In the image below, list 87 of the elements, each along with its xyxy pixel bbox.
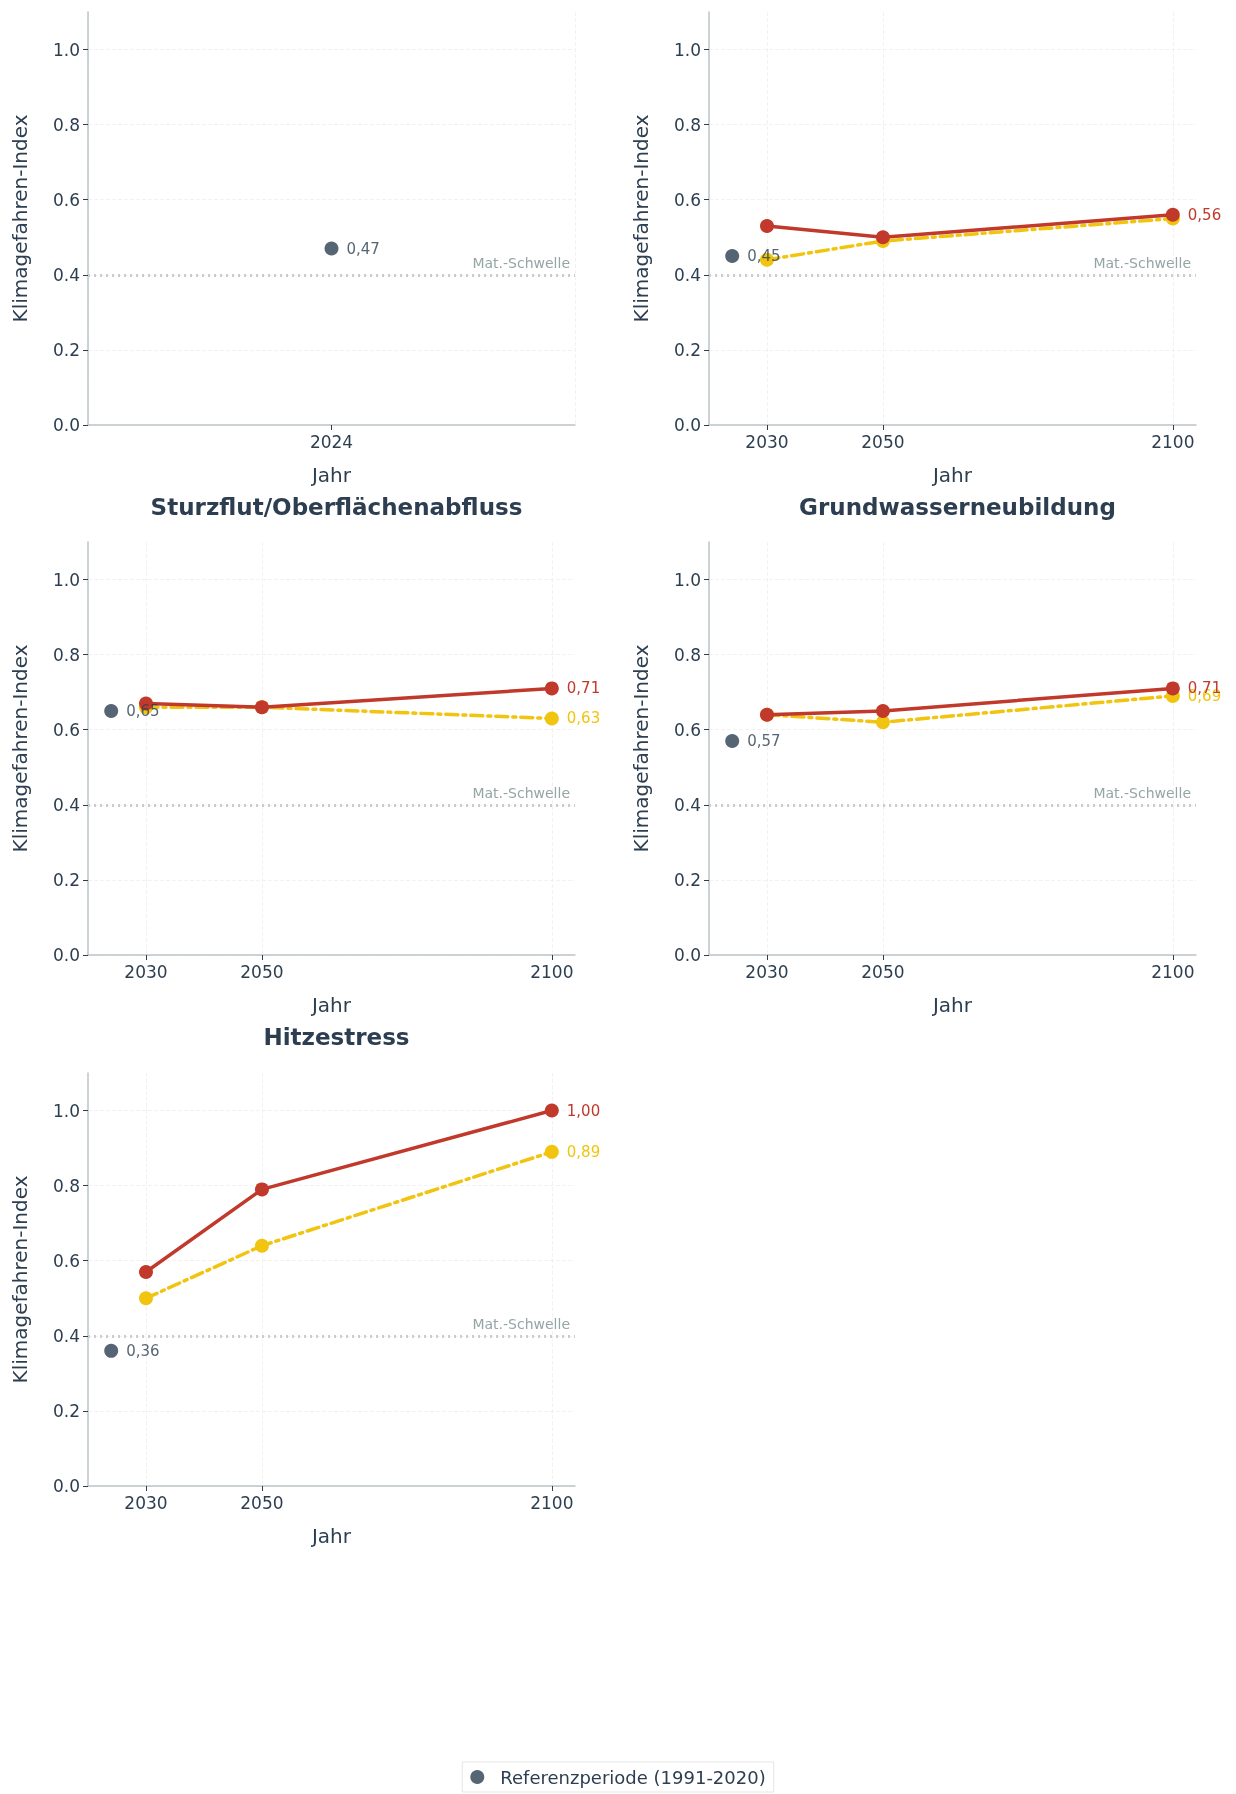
y-tick-label: 0.2: [52, 869, 80, 890]
y-tick-label: 1.0: [52, 1100, 80, 1121]
y-tick-label: 0.2: [673, 339, 701, 360]
y-tick-label: 1.0: [52, 39, 80, 60]
y-tick-label: 0.0: [52, 415, 80, 435]
x-tick-label: 2100: [530, 961, 574, 982]
y-tick-label: 1.0: [673, 569, 701, 590]
x-axis-title: Jahr: [309, 1524, 352, 1548]
data-label: 1,00: [566, 1101, 601, 1120]
x-axis-title: Jahr: [930, 993, 973, 1017]
data-label: 0,63: [566, 709, 601, 728]
y-tick-label: 0.8: [52, 114, 80, 135]
y-tick-label: 0.2: [52, 339, 80, 360]
y-tick-label: 0.2: [52, 1400, 80, 1421]
y-tick-label: 0.8: [673, 644, 701, 665]
x-axis-title: Jahr: [930, 463, 973, 487]
y-tick-label: 0.8: [52, 1175, 80, 1196]
y-tick-label: 0.0: [673, 945, 701, 965]
point: [254, 1238, 269, 1253]
x-tick-label: 2100: [1151, 431, 1195, 452]
ref-line-label: Mat.-Schwelle: [1093, 784, 1191, 801]
x-tick-label: 2024: [309, 431, 354, 452]
y-tick-label: 0.4: [673, 264, 701, 285]
legend-label: Referenzperiode (1991-2020): [500, 1766, 766, 1788]
data-label: 0,47: [346, 239, 380, 258]
y-axis-title: Klimagefahren-Index: [629, 114, 653, 323]
data-label: 0,56: [1187, 205, 1222, 224]
ref-line-label: Mat.-Schwelle: [472, 1315, 570, 1332]
y-tick-label: 0.2: [673, 869, 701, 890]
y-tick-label: 1.0: [52, 569, 80, 590]
y-tick-label: 0.6: [52, 719, 80, 740]
point: [725, 249, 740, 264]
y-tick-label: 0.0: [52, 1476, 80, 1496]
point: [104, 1343, 119, 1358]
x-tick-label: 2050: [240, 961, 284, 982]
chart-title: Grundwasserneubildung: [799, 493, 1116, 520]
chart-title: Sturzflut/Oberflächenabfluss: [150, 493, 523, 520]
y-tick-label: 0.0: [673, 415, 701, 435]
data-label: 0,89: [566, 1142, 601, 1161]
point: [544, 711, 559, 726]
y-axis-title: Klimagefahren-Index: [629, 644, 653, 853]
x-tick-label: 2050: [240, 1492, 284, 1513]
x-tick-label: 2100: [530, 1492, 574, 1513]
point: [875, 703, 890, 718]
point: [544, 681, 559, 696]
point: [104, 703, 119, 718]
x-axis-title: Jahr: [309, 463, 352, 487]
ref-line-label: Mat.-Schwelle: [1093, 254, 1191, 271]
point: [1165, 681, 1180, 696]
x-tick-label: 2050: [861, 431, 905, 452]
data-label: 0,36: [126, 1341, 160, 1360]
chart-title: Hitzestress: [263, 1023, 410, 1050]
y-tick-label: 0.0: [52, 945, 80, 965]
point: [254, 1182, 269, 1197]
x-tick-label: 2030: [124, 961, 168, 982]
point: [1165, 207, 1180, 222]
x-tick-label: 2030: [745, 431, 789, 452]
y-tick-label: 0.8: [673, 114, 701, 135]
x-axis-title: Jahr: [309, 993, 352, 1017]
point: [544, 1144, 559, 1159]
y-tick-label: 0.4: [52, 794, 80, 815]
y-tick-label: 0.6: [673, 189, 701, 210]
y-axis-title: Klimagefahren-Index: [8, 114, 32, 323]
y-tick-label: 0.8: [52, 644, 80, 665]
y-axis-title: Klimagefahren-Index: [8, 644, 32, 853]
y-tick-label: 0.4: [52, 1325, 80, 1346]
x-tick-label: 2030: [745, 961, 789, 982]
point: [138, 1264, 153, 1279]
data-label: 0,71: [566, 679, 601, 698]
x-tick-label: 2100: [1151, 961, 1195, 982]
data-label: 0,57: [747, 731, 781, 750]
x-tick-label: 2050: [861, 961, 905, 982]
point: [544, 1103, 559, 1118]
ref-line-label: Mat.-Schwelle: [472, 254, 570, 271]
y-tick-label: 1.0: [673, 39, 701, 60]
point: [725, 733, 740, 748]
point: [875, 230, 890, 245]
y-tick-label: 0.6: [52, 1250, 80, 1271]
point: [138, 1291, 153, 1306]
y-tick-label: 0.4: [673, 794, 701, 815]
ref-line-label: Mat.-Schwelle: [472, 784, 570, 801]
point: [759, 219, 774, 234]
x-tick-label: 2030: [124, 1492, 168, 1513]
y-tick-label: 0.4: [52, 264, 80, 285]
y-axis-title: Klimagefahren-Index: [8, 1175, 32, 1384]
y-tick-label: 0.6: [673, 719, 701, 740]
y-tick-label: 0.6: [52, 189, 80, 210]
